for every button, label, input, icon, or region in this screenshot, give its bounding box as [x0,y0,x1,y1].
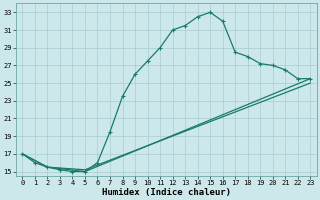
X-axis label: Humidex (Indice chaleur): Humidex (Indice chaleur) [102,188,231,197]
